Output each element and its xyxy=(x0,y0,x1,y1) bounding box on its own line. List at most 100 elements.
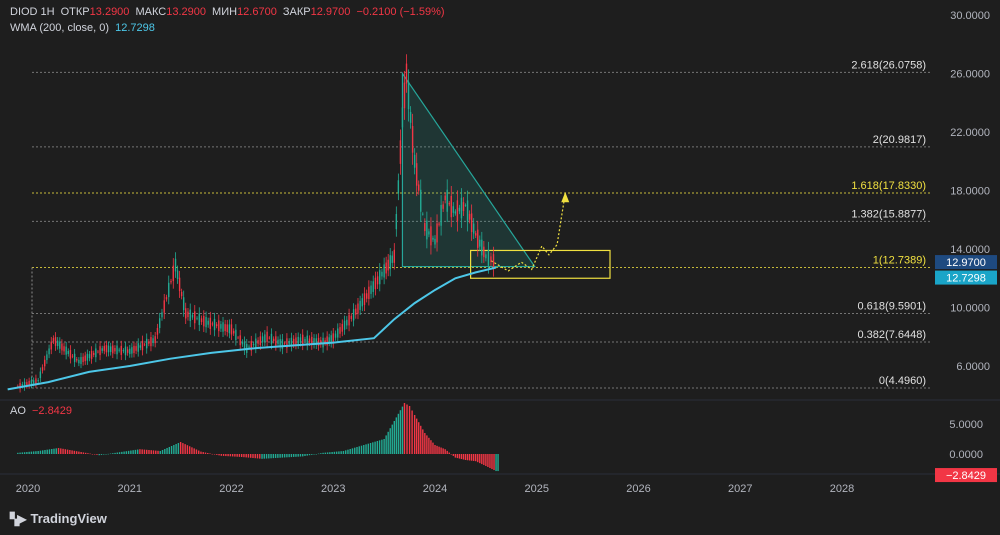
price-candle-body xyxy=(381,271,383,277)
price-candle-body xyxy=(235,329,237,341)
ao-bar xyxy=(94,454,96,455)
price-candle-body xyxy=(315,338,317,345)
ao-bar xyxy=(127,450,130,454)
tradingview-logo[interactable]: ▚▶ TradingView xyxy=(10,511,107,526)
price-candle-body xyxy=(44,359,46,367)
price-candle-body xyxy=(189,309,191,322)
price-candle-body xyxy=(299,337,302,343)
ao-bar xyxy=(311,454,313,455)
price-candle-body xyxy=(368,286,370,300)
price-candle-body xyxy=(401,107,404,128)
ao-bar xyxy=(32,451,35,454)
price-candle-body xyxy=(444,195,446,201)
ao-bar xyxy=(75,451,78,454)
price-candle-body xyxy=(409,111,412,123)
price-candle-body xyxy=(32,380,35,384)
price-candle-body xyxy=(133,345,135,354)
ao-bar xyxy=(283,454,286,458)
price-candle-body xyxy=(19,382,21,389)
ao-bar xyxy=(220,454,223,456)
fib-level-label: 1.382(15.8877) xyxy=(851,208,926,220)
wma-legend[interactable]: WMA (200, close, 0) 12.7298 xyxy=(10,22,158,34)
price-candle-body xyxy=(477,229,479,248)
ao-bar xyxy=(188,446,191,454)
price-candle-body xyxy=(93,352,95,355)
price-candle-body xyxy=(359,300,361,310)
ticker-symbol[interactable]: DIOD xyxy=(10,6,38,18)
ao-bar xyxy=(132,450,134,454)
ao-bar xyxy=(401,406,404,454)
ao-bar xyxy=(489,454,491,469)
fib-level-label: 1.618(17.8330) xyxy=(851,180,926,192)
price-candle-body xyxy=(37,379,39,382)
price-candle-body xyxy=(454,211,457,214)
ao-bar xyxy=(374,441,376,454)
ao-bar xyxy=(464,454,467,460)
ao-bar xyxy=(164,449,166,454)
price-candle-body xyxy=(154,336,156,344)
ao-bar xyxy=(333,451,336,454)
price-candle-body xyxy=(490,256,492,263)
ao-bar xyxy=(322,452,324,454)
price-candle-body xyxy=(168,282,170,298)
price-candle-body xyxy=(56,340,59,346)
price-candle-body xyxy=(198,313,200,325)
price-candle-body xyxy=(107,345,110,353)
ao-bar xyxy=(209,453,211,454)
ao-bar xyxy=(349,449,351,454)
ao-bar xyxy=(428,437,430,454)
ao-legend[interactable]: AO −2.8429 xyxy=(10,405,75,417)
ao-bar xyxy=(274,454,277,458)
ao-bar xyxy=(288,454,290,458)
price-candle-body xyxy=(241,341,244,345)
price-candle-body xyxy=(17,386,19,387)
ao-bar xyxy=(186,445,189,454)
price-candle-body xyxy=(257,340,259,344)
ao-bar xyxy=(432,442,434,454)
ao-bar xyxy=(100,454,103,455)
price-candle-body xyxy=(483,246,485,258)
price-candle-body xyxy=(460,197,463,219)
price-candle-body xyxy=(428,231,430,235)
price-candle-body xyxy=(266,331,268,342)
ao-bar xyxy=(57,448,60,454)
ao-bar xyxy=(442,448,444,454)
ao-bar xyxy=(109,453,112,455)
price-candle-body xyxy=(363,293,366,305)
price-candle-body xyxy=(50,341,52,350)
ao-bar xyxy=(96,454,98,455)
ao-bar xyxy=(21,452,24,454)
time-axis-tick: 2021 xyxy=(118,483,142,495)
ao-bar xyxy=(356,447,358,454)
price-candle-body xyxy=(361,298,364,307)
ao-bar xyxy=(403,403,406,454)
price-candle-body xyxy=(141,340,144,351)
price-candle-body xyxy=(243,341,246,351)
price-candle-body xyxy=(209,317,212,329)
close-label: ЗАКР xyxy=(282,6,311,18)
price-candle-body xyxy=(304,339,306,341)
price-candle-body xyxy=(224,324,226,332)
ao-bar xyxy=(367,443,369,454)
price-candle-body xyxy=(348,314,350,326)
price-candle-body xyxy=(470,213,473,232)
price-candle-body xyxy=(129,348,131,355)
price-candle-body xyxy=(35,378,37,385)
price-candle-body xyxy=(464,204,467,206)
interval[interactable]: 1H xyxy=(40,6,55,18)
price-candle-body xyxy=(357,303,359,314)
price-candle-body xyxy=(352,309,355,321)
price-axis-tick: 14.0000 xyxy=(950,244,990,256)
ao-bar xyxy=(302,454,304,457)
price-candle-body xyxy=(261,336,264,343)
ao-bar xyxy=(279,454,281,458)
ao-bar xyxy=(44,450,46,454)
ao-bar xyxy=(37,451,39,454)
price-candle-body xyxy=(355,308,357,315)
ao-bar xyxy=(166,448,168,454)
ao-bar xyxy=(143,449,146,454)
ao-bar xyxy=(170,446,173,454)
price-candle-body xyxy=(320,340,322,345)
price-candle-body xyxy=(479,239,481,247)
